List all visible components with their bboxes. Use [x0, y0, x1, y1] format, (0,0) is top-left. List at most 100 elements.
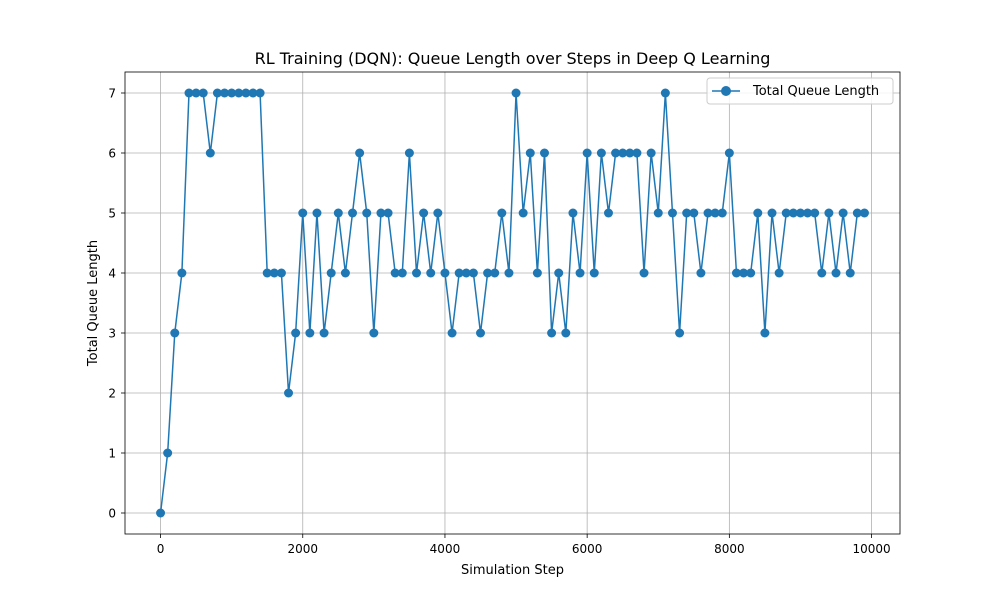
data-point [774, 268, 784, 278]
data-point [355, 148, 365, 158]
data-point [198, 88, 208, 98]
data-point [369, 328, 379, 338]
data-point [682, 208, 692, 218]
data-point [184, 88, 194, 98]
data-point [859, 208, 869, 218]
data-point [305, 328, 315, 338]
data-point [589, 268, 599, 278]
data-point [618, 148, 628, 158]
data-point [561, 328, 571, 338]
data-point [504, 268, 514, 278]
data-point [326, 268, 336, 278]
legend-marker [721, 86, 731, 96]
data-point [632, 148, 642, 158]
data-point [333, 208, 343, 218]
data-point [291, 328, 301, 338]
x-tick-label: 2000 [287, 542, 318, 556]
data-point [639, 268, 649, 278]
data-point [717, 208, 727, 218]
data-point [518, 208, 528, 218]
data-point [241, 88, 251, 98]
data-point [852, 208, 862, 218]
data-point [447, 328, 457, 338]
y-tick-label: 6 [108, 147, 116, 161]
data-point [831, 268, 841, 278]
data-point [582, 148, 592, 158]
data-point [276, 268, 286, 278]
data-point [625, 148, 635, 158]
data-point [710, 208, 720, 218]
y-tick-label: 7 [108, 87, 116, 101]
data-point [817, 268, 827, 278]
data-point [255, 88, 265, 98]
data-point [483, 268, 493, 278]
data-point [220, 88, 230, 98]
y-tick-label: 1 [108, 447, 116, 461]
data-point [646, 148, 656, 158]
data-point [547, 328, 557, 338]
data-point [497, 208, 507, 218]
data-point [269, 268, 279, 278]
data-point [440, 268, 450, 278]
data-point [476, 328, 486, 338]
data-point [596, 148, 606, 158]
data-point [803, 208, 813, 218]
y-axis-label: Total Queue Length [86, 240, 101, 367]
data-point [212, 88, 222, 98]
data-point [703, 208, 713, 218]
data-point [383, 208, 393, 218]
x-tick-label: 10000 [852, 542, 890, 556]
x-tick-label: 8000 [714, 542, 745, 556]
data-point [248, 88, 258, 98]
data-point [397, 268, 407, 278]
data-point [426, 268, 436, 278]
data-point [348, 208, 358, 218]
data-point [845, 268, 855, 278]
data-point [312, 208, 322, 218]
data-point [376, 208, 386, 218]
plot-frame [124, 71, 901, 535]
data-point [454, 268, 464, 278]
data-point [262, 268, 272, 278]
data-point [284, 388, 294, 398]
data-point [177, 268, 187, 278]
data-point [191, 88, 201, 98]
x-tick-label: 6000 [572, 542, 603, 556]
data-point [234, 88, 244, 98]
legend-label: Total Queue Length [752, 84, 879, 99]
data-point [404, 148, 414, 158]
data-point [511, 88, 521, 98]
data-point [824, 208, 834, 218]
data-point [539, 148, 549, 158]
data-point [810, 208, 820, 218]
data-point [838, 208, 848, 218]
data-point [170, 328, 180, 338]
x-tick-label: 0 [157, 542, 165, 556]
data-point [575, 268, 585, 278]
data-point [746, 268, 756, 278]
data-point [760, 328, 770, 338]
data-point [298, 208, 308, 218]
x-axis-label: Simulation Step [461, 563, 564, 578]
data-point [795, 208, 805, 218]
data-point [767, 208, 777, 218]
data-point [205, 148, 215, 158]
data-point [653, 208, 663, 218]
data-point [603, 208, 613, 218]
legend-frame [706, 77, 894, 105]
data-point [340, 268, 350, 278]
data-point [739, 268, 749, 278]
series-layer [156, 88, 869, 518]
y-tick-label: 4 [108, 267, 116, 281]
data-point [724, 148, 734, 158]
data-point [753, 208, 763, 218]
data-point [532, 268, 542, 278]
data-point [611, 148, 621, 158]
data-point [788, 208, 798, 218]
data-point [696, 268, 706, 278]
data-point [362, 208, 372, 218]
x-tick-label: 4000 [430, 542, 461, 556]
data-point [433, 208, 443, 218]
y-tick-label: 5 [108, 207, 116, 221]
